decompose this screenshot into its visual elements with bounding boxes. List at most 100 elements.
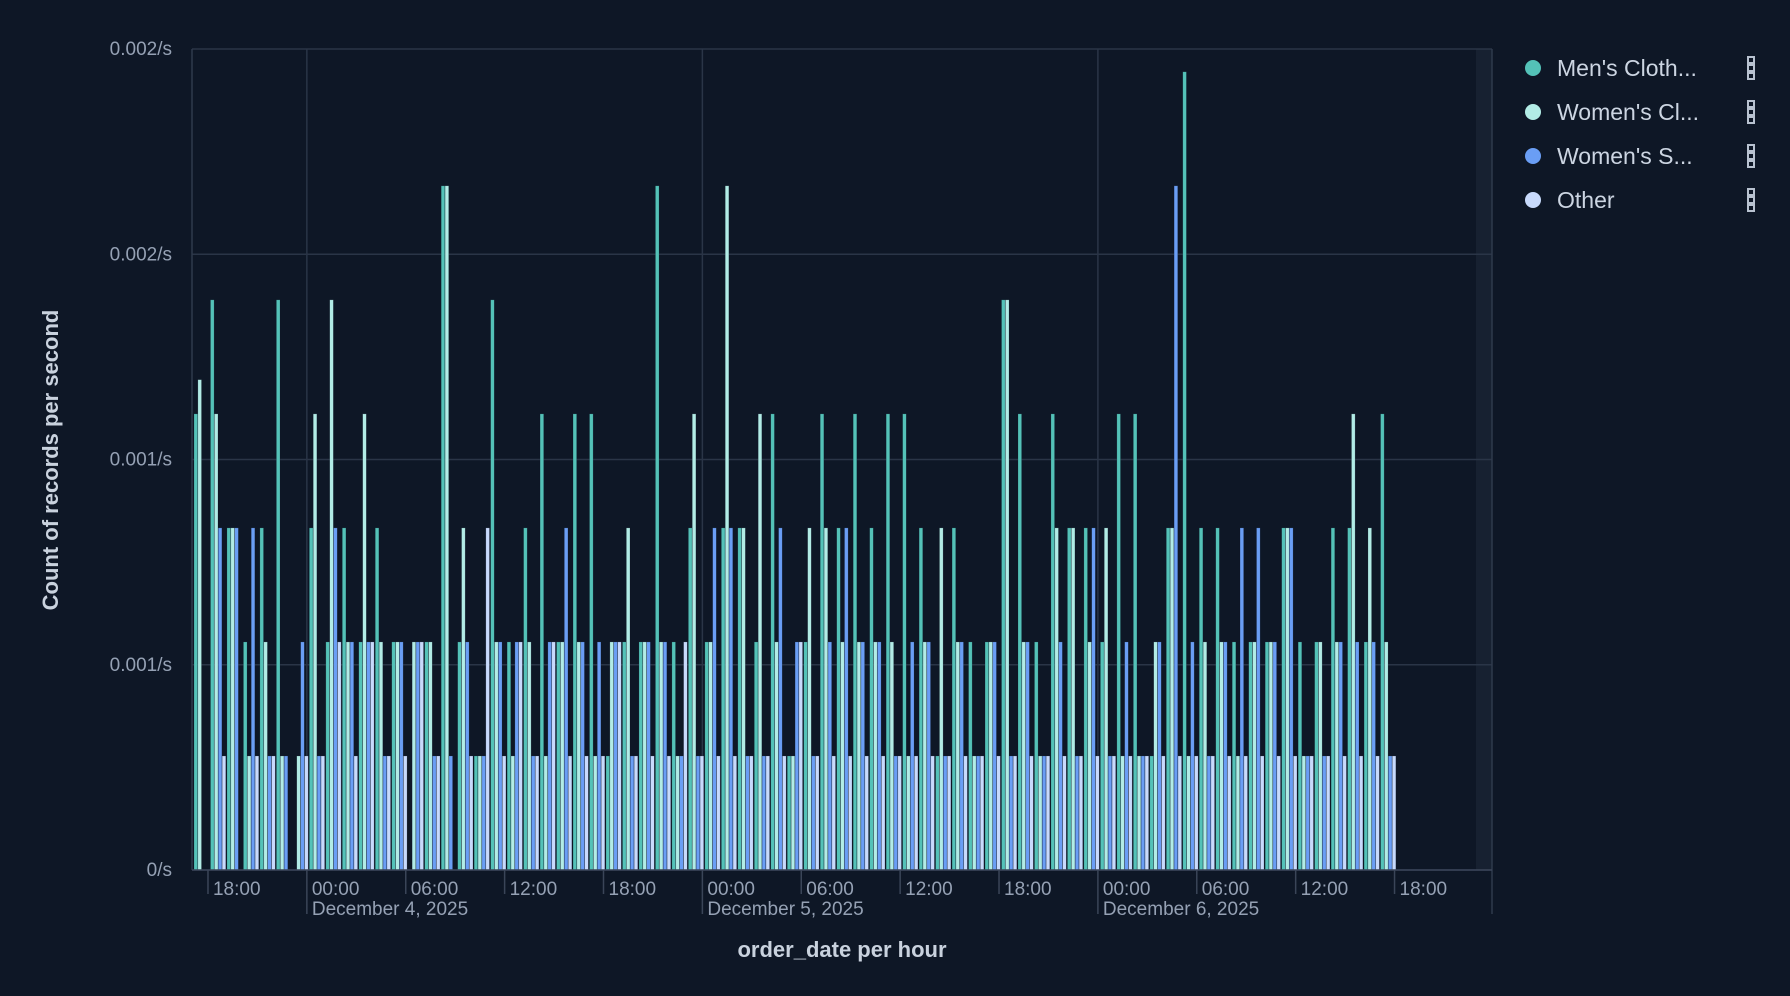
x-tick-label: 06:00 [1202, 879, 1250, 900]
bar [1334, 641, 1339, 871]
bar [283, 755, 289, 871]
bar [568, 755, 573, 871]
bar [333, 527, 338, 871]
bar [580, 641, 585, 871]
bar [996, 755, 1001, 871]
axes: 0/s 0.001/s 0.001/s 0.002/s 0.002/s 18:00 00:0… [110, 39, 1493, 920]
bar [1322, 755, 1327, 871]
bar [1120, 755, 1125, 871]
bar [485, 527, 490, 871]
bar [589, 413, 594, 871]
bar [527, 641, 532, 871]
x-tick-label: 18:00 [609, 879, 657, 900]
bar [1235, 755, 1240, 871]
bar [386, 755, 391, 871]
legend-item-mens-clothing[interactable]: Men's Cloth... [1525, 46, 1755, 90]
bar [737, 527, 742, 871]
bar [1100, 641, 1105, 871]
bar [889, 641, 894, 871]
bar [1285, 527, 1290, 871]
x-date-label: December 5, 2025 [707, 899, 863, 920]
bar [803, 641, 808, 871]
bar [1359, 755, 1364, 871]
bars [193, 71, 1397, 871]
bar [1140, 755, 1146, 871]
bar [749, 755, 754, 871]
bar [1375, 755, 1380, 871]
bar [671, 641, 676, 871]
bar [675, 755, 680, 871]
bar [930, 755, 935, 871]
more-options-icon[interactable] [1747, 56, 1755, 80]
bar [218, 527, 223, 871]
bar [1289, 527, 1294, 871]
bar [1034, 641, 1039, 871]
bar [345, 641, 351, 871]
bar [1318, 641, 1323, 871]
bar [316, 755, 322, 871]
bar [1293, 755, 1298, 871]
bar [741, 527, 746, 871]
bar [1182, 71, 1187, 871]
bar [1355, 641, 1360, 871]
bar [1194, 755, 1199, 871]
bar [469, 755, 474, 871]
x-date-label: December 6, 2025 [1103, 899, 1259, 920]
bar [770, 413, 775, 871]
bar [490, 299, 495, 871]
bar [794, 641, 799, 871]
bar [1256, 527, 1261, 871]
bar [963, 755, 968, 871]
bar [1087, 641, 1092, 871]
bar [1021, 641, 1026, 871]
bar [247, 755, 252, 871]
bar [428, 641, 433, 871]
bar [819, 413, 825, 871]
bar [787, 755, 792, 871]
bar [1330, 527, 1335, 871]
bar [613, 641, 618, 871]
bar [646, 641, 651, 871]
bar [560, 641, 565, 871]
bar [642, 641, 647, 871]
bar [395, 641, 400, 871]
bar [1260, 755, 1265, 871]
legend-item-womens-shoes[interactable]: Women's S... [1525, 134, 1755, 178]
bar [391, 641, 396, 871]
bar [280, 755, 285, 871]
x-tick-label: 12:00 [1301, 879, 1349, 900]
bar [1116, 413, 1121, 871]
bar [1045, 755, 1051, 871]
bar [935, 755, 940, 871]
bar [1199, 527, 1204, 871]
bar [461, 527, 466, 871]
bar [761, 755, 766, 871]
legend-item-other[interactable]: Other [1525, 178, 1755, 222]
bar [597, 641, 602, 871]
bar [1067, 527, 1072, 871]
bar [683, 641, 688, 871]
more-options-icon[interactable] [1747, 144, 1755, 168]
y-axis-title: Count of records per second [38, 310, 63, 611]
bar [959, 641, 964, 871]
bar [1161, 755, 1166, 871]
bar [313, 413, 318, 871]
bar [1384, 641, 1389, 871]
bar [716, 755, 721, 871]
bar [1202, 641, 1208, 871]
bar [725, 185, 730, 871]
more-options-icon[interactable] [1747, 188, 1755, 212]
bar [267, 755, 272, 871]
bar [638, 641, 643, 871]
legend-item-womens-clothing[interactable]: Women's Cl... [1525, 90, 1755, 134]
x-tick-label: 00:00 [1103, 879, 1151, 900]
legend-label: Men's Cloth... [1557, 54, 1697, 81]
bar [1054, 527, 1059, 871]
y-tick-label: 0.001/s [110, 655, 172, 676]
bar [1392, 755, 1397, 871]
bar [329, 299, 334, 871]
bar [481, 755, 486, 871]
bar [732, 755, 737, 871]
bar [1243, 755, 1248, 871]
more-options-icon[interactable] [1747, 100, 1755, 124]
